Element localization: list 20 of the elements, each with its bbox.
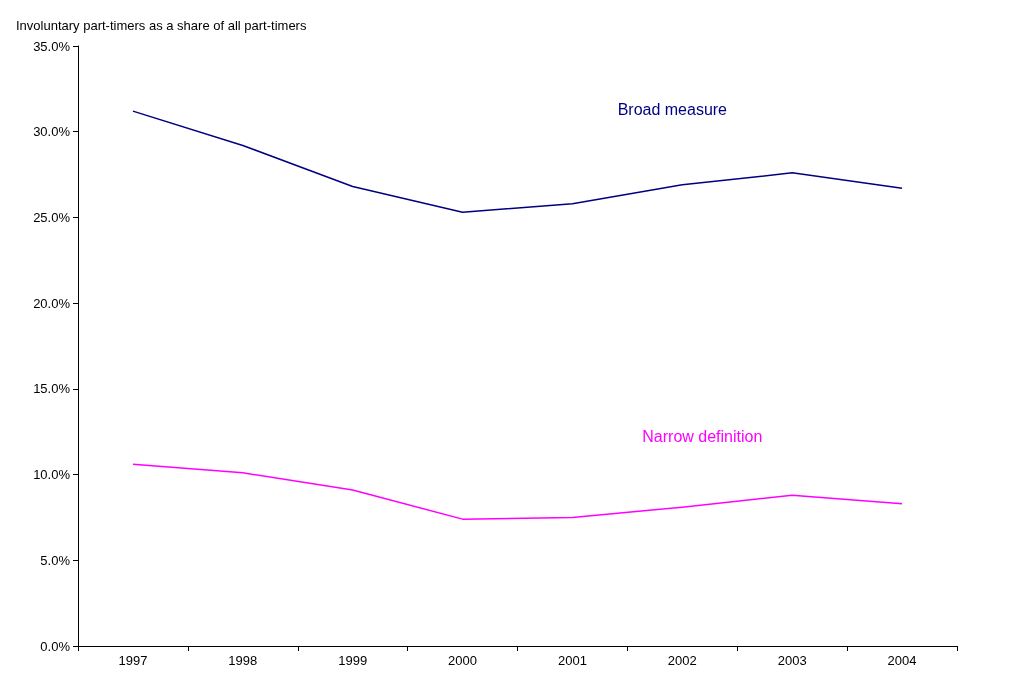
y-tick-label: 15.0% xyxy=(33,381,71,397)
y-tick-label: 5.0% xyxy=(40,552,71,568)
line-series xyxy=(132,463,903,520)
y-axis-title: Involuntary part-timers as a share of all part-timers xyxy=(16,18,307,33)
x-tick-label: 1999 xyxy=(338,653,368,668)
x-tick-label: 1998 xyxy=(228,653,258,668)
x-tick-label: 1997 xyxy=(118,653,148,668)
x-tick-label: 2000 xyxy=(448,653,478,668)
x-tick-label: 2003 xyxy=(777,653,807,668)
y-tick-label: 35.0% xyxy=(33,38,71,54)
x-tick-label: 2002 xyxy=(667,653,697,668)
y-tick-label: 20.0% xyxy=(33,295,71,311)
y-tick-label: 10.0% xyxy=(33,467,71,483)
text: Narrow definition xyxy=(642,427,763,445)
y-tick-label: 0.0% xyxy=(40,638,71,654)
x-tick-label: 2001 xyxy=(557,653,587,668)
x-tick-label: 2004 xyxy=(887,653,917,668)
y-tick-label: 30.0% xyxy=(33,124,71,140)
y-tick-label: 25.0% xyxy=(33,209,71,225)
text: Broad measure xyxy=(617,101,728,119)
